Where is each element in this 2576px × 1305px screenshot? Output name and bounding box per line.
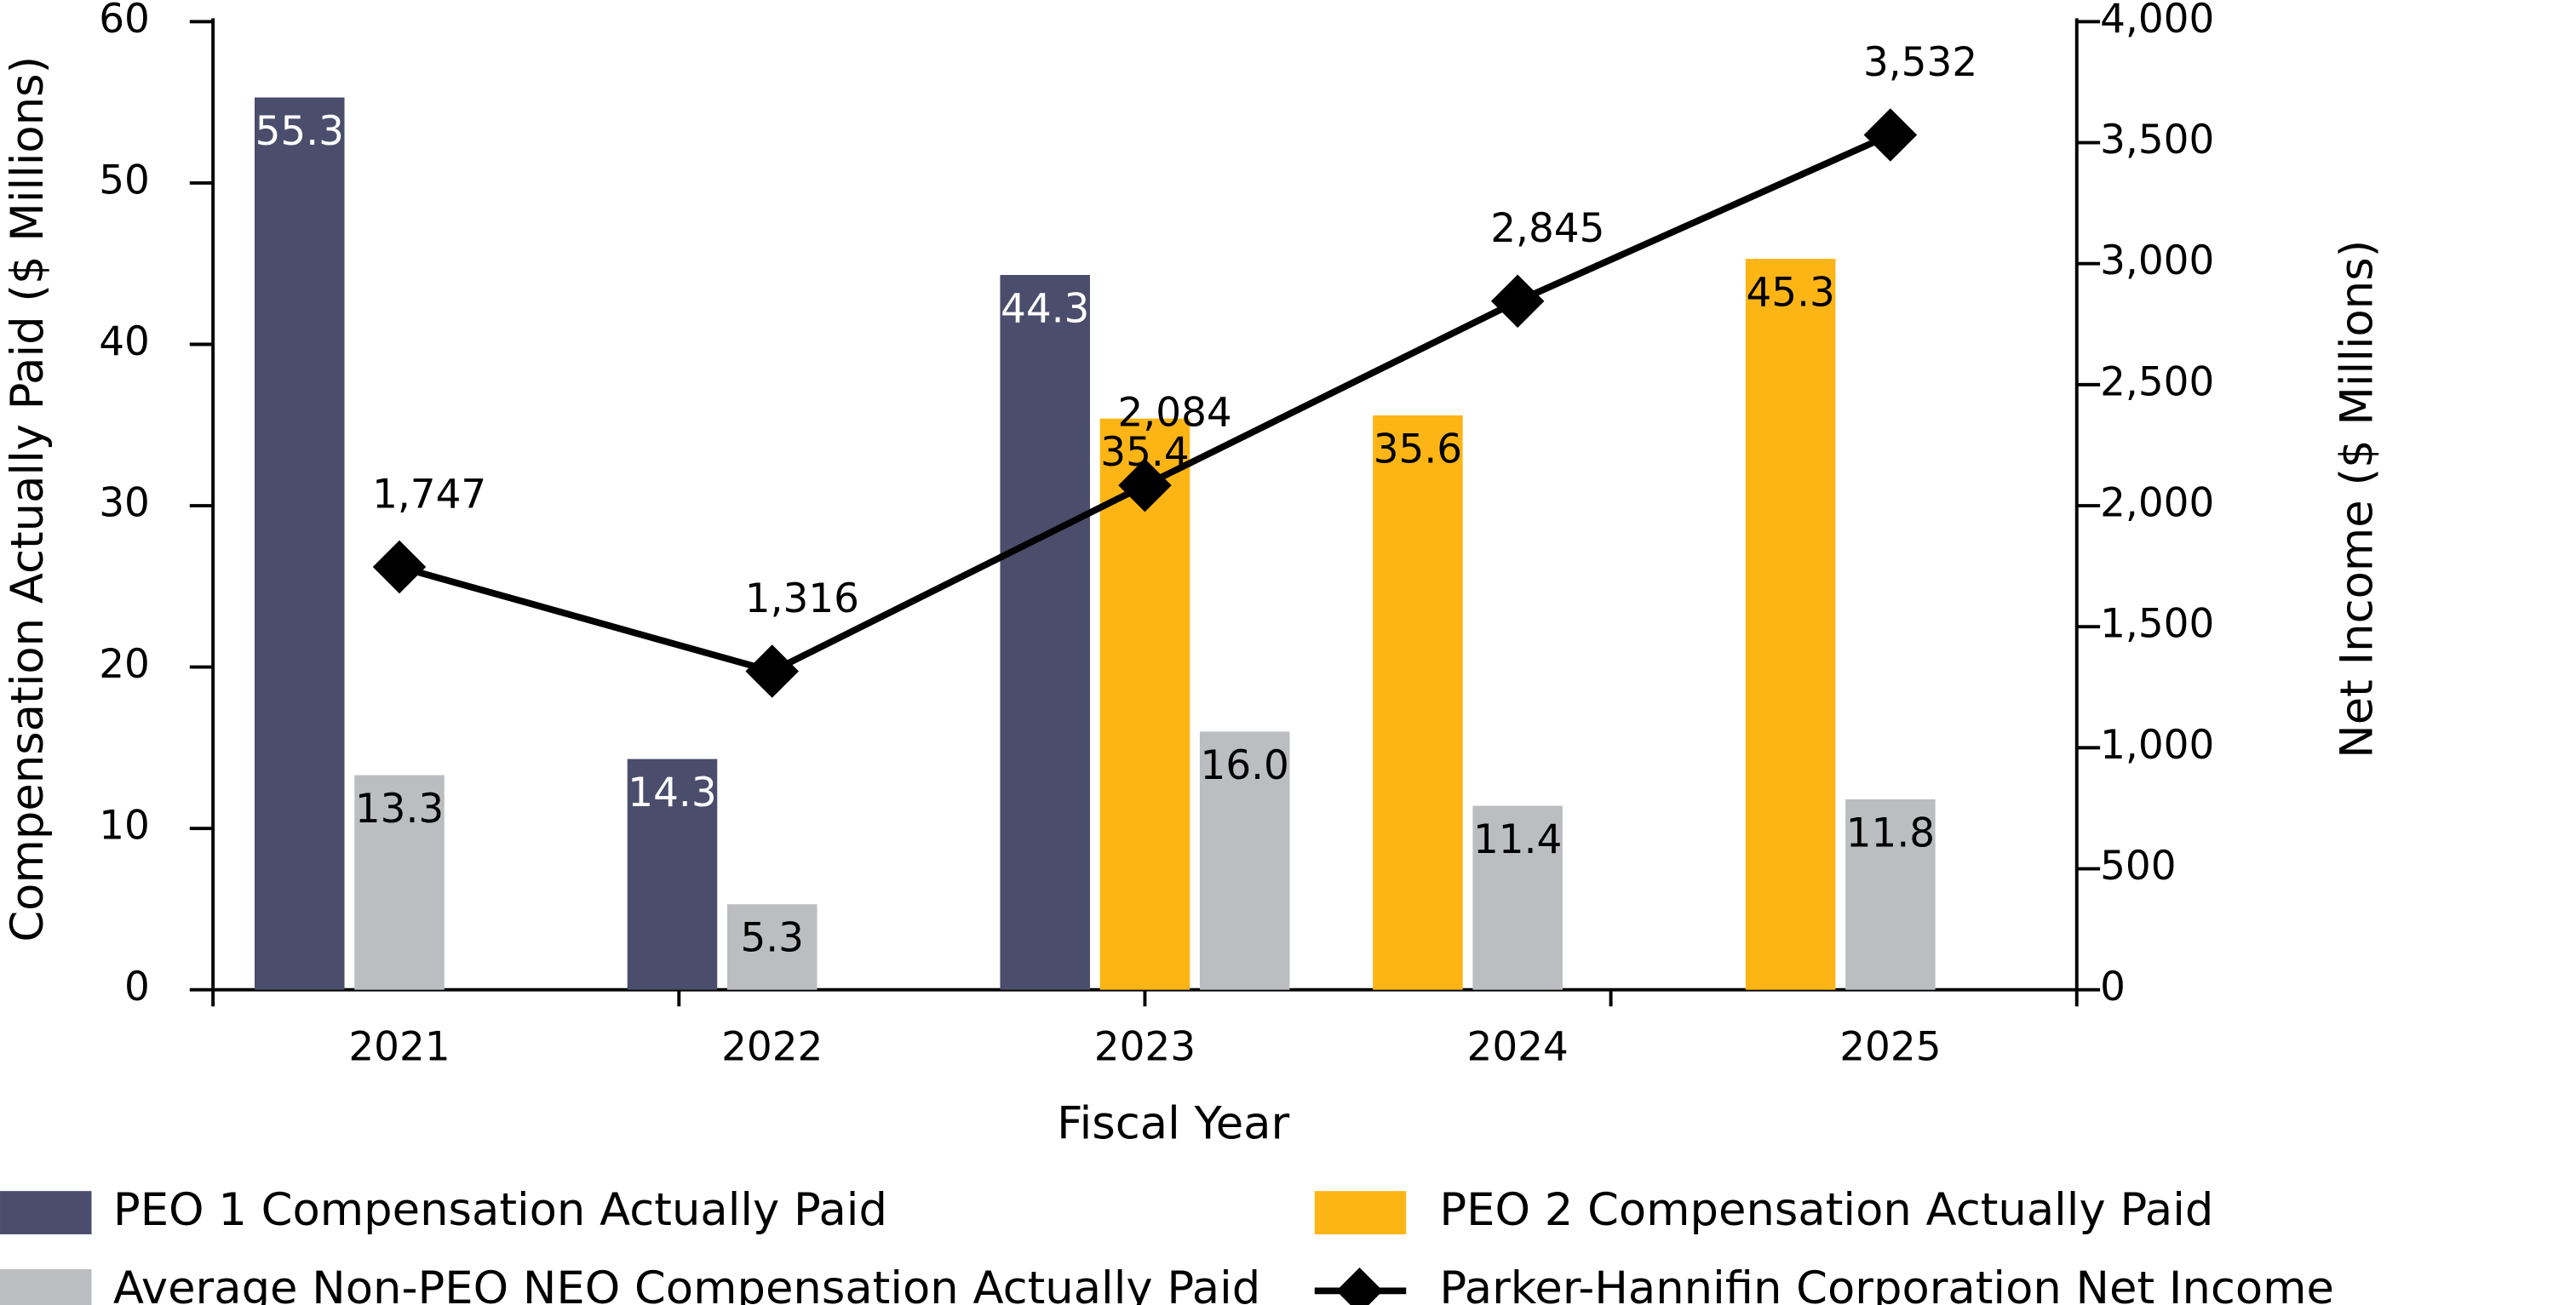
legend-label: Parker-Hannifin Corporation Net Income (1439, 1262, 2334, 1305)
y2-axis-title: Net Income ($ Millions) (2332, 240, 2384, 758)
bar (1745, 259, 1836, 990)
bar (354, 775, 445, 990)
bar-value-label: 44.3 (1001, 285, 1089, 332)
line-marker (1863, 108, 1918, 162)
y2-tick-label: 500 (2100, 843, 2176, 890)
y-tick-label: 0 (124, 964, 150, 1010)
y2-tick-label: 1,500 (2100, 601, 2214, 648)
line-value-label: 2,084 (1118, 390, 1232, 437)
bar-value-label: 13.3 (355, 786, 444, 833)
bar-value-label: 16.0 (1201, 742, 1289, 789)
y-tick-label: 50 (99, 157, 150, 203)
bar (726, 904, 818, 990)
legend-label: PEO 2 Compensation Actually Paid (1439, 1184, 2213, 1236)
bar (1199, 731, 1290, 990)
bar-value-label: 5.3 (740, 915, 804, 962)
legend-swatch (0, 1268, 92, 1305)
x-tick-label: 2023 (1094, 1024, 1196, 1071)
y2-tick-label: 4,000 (2100, 0, 2214, 43)
x-tick-label: 2021 (348, 1024, 450, 1071)
y-tick-label: 40 (99, 318, 150, 365)
bar-value-label: 11.4 (1473, 816, 1562, 863)
line-marker (372, 540, 427, 594)
line-value-label: 2,845 (1490, 205, 1604, 252)
y2-tick-label: 2,500 (2100, 358, 2214, 405)
line-value-label: 3,532 (1863, 39, 1977, 86)
bar (1472, 805, 1563, 990)
y-tick-label: 20 (99, 641, 150, 688)
y-axis-title: Compensation Actually Paid ($ Millions) (2, 56, 54, 942)
x-tick-label: 2022 (721, 1024, 823, 1071)
legend-swatch-marker (1336, 1268, 1383, 1305)
bar (1099, 418, 1190, 990)
bar-value-label: 55.3 (255, 108, 344, 155)
y2-tick-label: 3,000 (2100, 238, 2214, 284)
bar-value-label: 14.3 (628, 770, 716, 816)
bar (1373, 415, 1463, 990)
bar (1845, 799, 1936, 990)
y2-tick-label: 1,000 (2100, 722, 2214, 769)
line-marker (1490, 274, 1545, 329)
legend-label: Average Non-PEO NEO Compensation Actuall… (113, 1262, 1260, 1305)
legend-swatch (1314, 1191, 1407, 1234)
y2-tick-label: 2,000 (2100, 480, 2214, 527)
bar (1000, 274, 1090, 990)
y2-tick-label: 0 (2100, 964, 2126, 1010)
line-value-label: 1,316 (745, 575, 859, 622)
bar-value-label: 45.3 (1746, 270, 1834, 317)
bar (254, 97, 345, 990)
line-value-label: 1,747 (372, 471, 486, 518)
x-axis-title: Fiscal Year (1057, 1098, 1289, 1150)
line-marker (1118, 458, 1172, 512)
y-tick-label: 10 (99, 803, 150, 850)
x-tick-label: 2025 (1839, 1024, 1941, 1071)
y2-tick-label: 3,500 (2100, 117, 2214, 163)
x-tick-label: 2024 (1467, 1024, 1569, 1071)
legend-swatch (0, 1191, 92, 1234)
line-marker (745, 644, 799, 698)
legend-label: PEO 1 Compensation Actually Paid (113, 1184, 887, 1236)
y-tick-label: 60 (99, 0, 150, 43)
bar-value-label: 11.8 (1846, 810, 1935, 857)
bar (627, 758, 718, 990)
bar-value-label: 35.6 (1374, 426, 1462, 472)
y-tick-label: 30 (99, 480, 150, 527)
